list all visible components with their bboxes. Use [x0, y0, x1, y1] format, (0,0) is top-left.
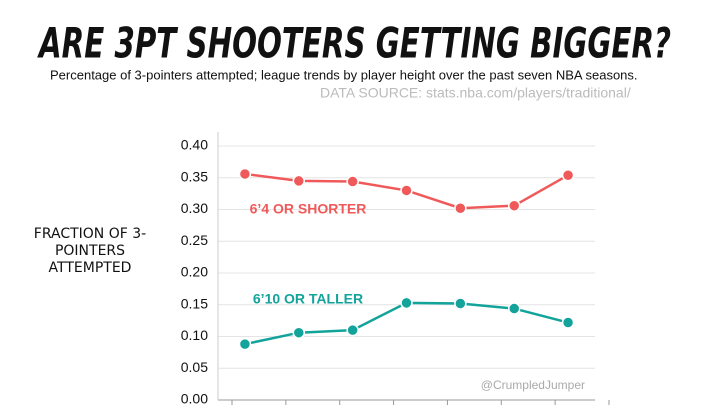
y-tick-label: 0.15	[181, 295, 208, 311]
y-tick-label: 0.25	[181, 232, 208, 248]
chart-title: ARE 3PT SHOOTERS GETTING BIGGER?	[37, 19, 671, 68]
series-label: 6’4 OR SHORTER	[250, 201, 367, 217]
point	[561, 168, 575, 182]
y-tick-label: 0.20	[181, 264, 208, 280]
point	[454, 201, 467, 215]
y-tick-label: 0.35	[181, 168, 208, 184]
point	[238, 337, 252, 351]
y-tick-label: 0.05	[181, 359, 208, 375]
series-label: 6’10 OR TALLER	[253, 291, 363, 307]
source: DATA SOURCE: stats.nba.com/players/tradi…	[320, 85, 631, 101]
watermark: @CrumpledJumper	[481, 378, 585, 392]
y-tick-label: 0.00	[181, 391, 208, 405]
point	[400, 184, 413, 197]
point	[400, 296, 413, 310]
point	[292, 174, 306, 188]
point	[507, 199, 521, 212]
point	[238, 167, 252, 181]
y-axis-label: FRACTION OF 3-POINTERS ATTEMPTED	[33, 226, 147, 276]
y-tick-label: 0.30	[181, 200, 208, 216]
point	[454, 297, 467, 310]
point	[346, 175, 359, 188]
subtitle: Percentage of 3-pointers attempted; leag…	[50, 67, 638, 82]
point	[292, 326, 306, 339]
y-tick-label: 0.10	[181, 327, 208, 343]
point	[561, 316, 575, 329]
y-tick-label: 0.40	[181, 137, 208, 153]
point	[507, 302, 521, 315]
point	[346, 323, 359, 337]
